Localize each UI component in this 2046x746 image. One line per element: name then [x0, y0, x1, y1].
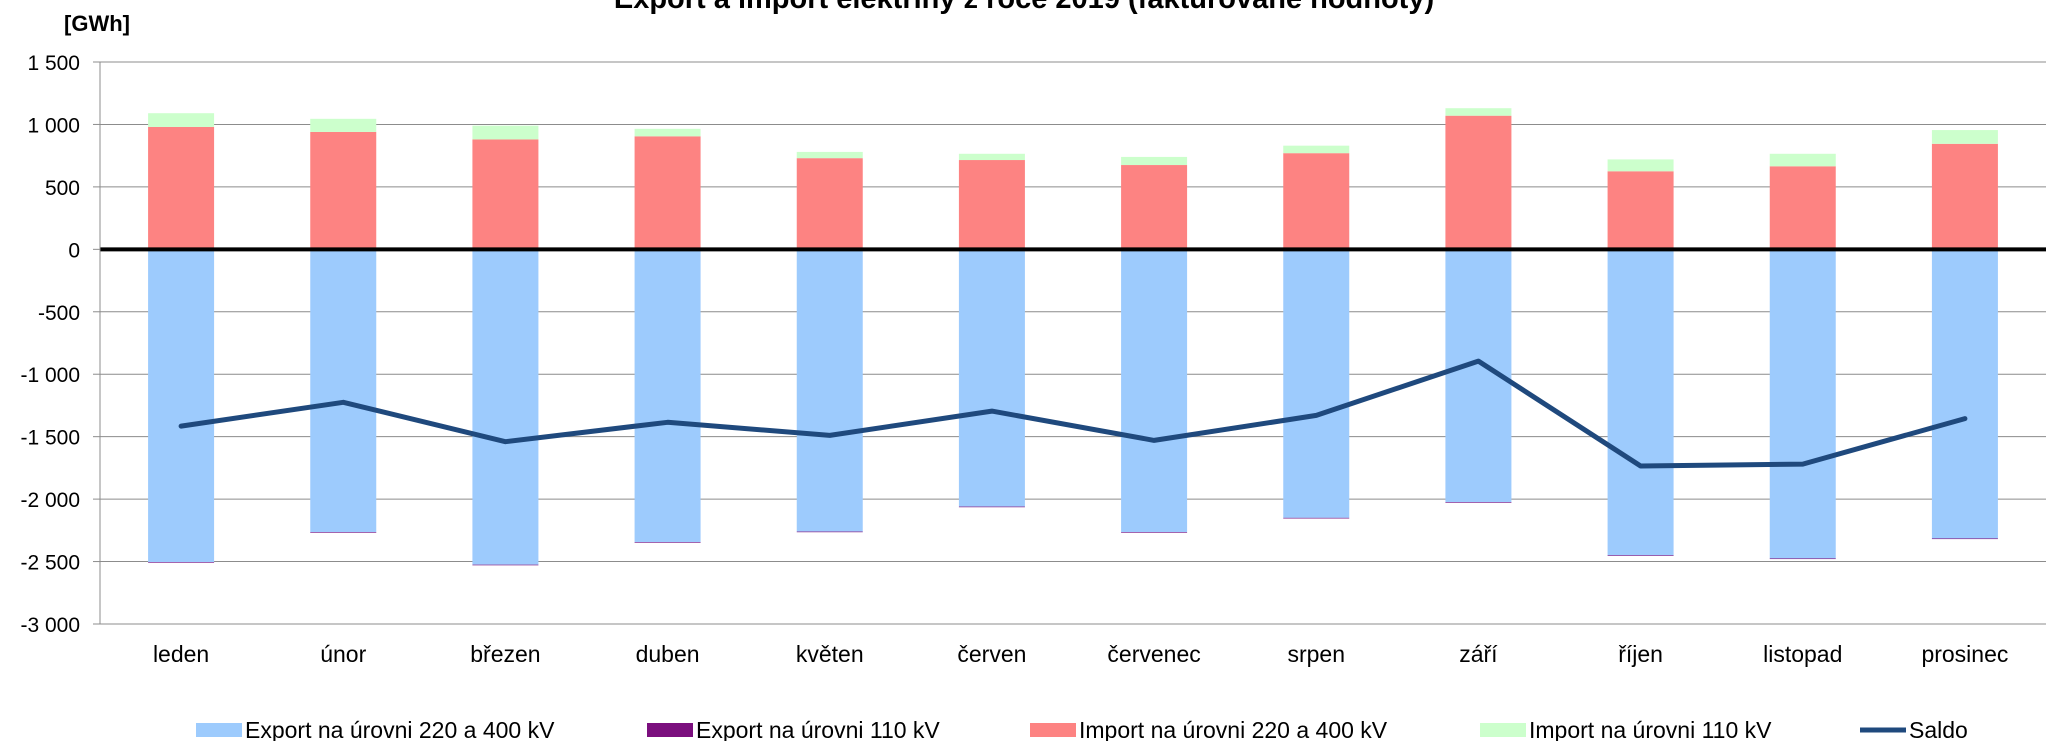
bar-srpen [1283, 153, 1350, 250]
y-tick-label: 500 [45, 177, 80, 200]
bar-leden [148, 562, 215, 563]
bar-květen [796, 151, 863, 159]
y-tick-label: 1 000 [27, 114, 80, 137]
bar-listopad [1769, 558, 1836, 560]
legend-label: Export na úrovni 110 kV [696, 717, 940, 741]
y-tick-label: -2 500 [20, 552, 80, 575]
axis-layer: 1 500 1 000 500 0 -500 -1 000 -1 500 -2 000 -2 5… [20, 52, 2008, 667]
bar-červenec [1121, 249, 1188, 533]
bar-prosinec [1931, 538, 1998, 540]
legend-swatch [196, 723, 242, 737]
x-tick-label: květen [796, 641, 864, 667]
bar-květen [796, 158, 863, 250]
bar-listopad [1769, 249, 1836, 559]
bar-srpen [1283, 517, 1350, 519]
bar-říjen [1607, 555, 1674, 556]
y-tick-label: -1 500 [20, 427, 80, 450]
bar-únor [310, 118, 377, 132]
y-tick-label: 0 [68, 239, 80, 262]
bars-layer [148, 108, 1998, 566]
bar-říjen [1607, 171, 1674, 250]
bar-leden [148, 249, 215, 563]
legend: Export na úrovni 220 a 400 kV Export na ú… [196, 717, 1968, 743]
legend-swatch [1030, 723, 1076, 737]
x-tick-label: únor [320, 641, 366, 667]
bar-březen [472, 249, 539, 565]
bar-prosinec [1931, 249, 1998, 539]
legend-label: Import na úrovni 110 kV [1529, 717, 1772, 741]
y-tick-label: -1 000 [20, 364, 80, 387]
legend-label: Saldo [1909, 717, 1968, 741]
bar-říjen [1607, 249, 1674, 556]
bar-prosinec [1931, 143, 1998, 250]
grid-layer [100, 61, 2046, 625]
bar-červen [958, 153, 1025, 161]
x-tick-label: duben [636, 641, 700, 667]
bar-březen [472, 125, 539, 140]
bar-duben [634, 136, 701, 250]
bar-únor [310, 532, 377, 533]
x-tick-label: říjen [1618, 641, 1663, 667]
bar-září [1445, 502, 1512, 503]
bar-červenec [1121, 532, 1188, 533]
x-tick-label: září [1459, 641, 1498, 667]
x-tick-label: červenec [1107, 641, 1200, 667]
bar-leden [148, 126, 215, 250]
x-tick-label: leden [153, 641, 209, 667]
bar-červenec [1121, 156, 1188, 166]
bar-červen [958, 249, 1025, 507]
bar-leden [148, 113, 215, 127]
bar-září [1445, 108, 1512, 116]
bar-duben [634, 128, 701, 137]
bar-duben [634, 249, 701, 543]
y-tick-label: -2 000 [20, 489, 80, 512]
x-tick-label: srpen [1287, 641, 1345, 667]
y-tick-label: -500 [38, 302, 80, 325]
x-tick-label: červen [957, 641, 1026, 667]
bar-srpen [1283, 249, 1350, 518]
bar-říjen [1607, 159, 1674, 172]
bar-listopad [1769, 153, 1836, 167]
bar-prosinec [1931, 130, 1998, 144]
bar-květen [796, 249, 863, 532]
bar-březen [472, 139, 539, 250]
legend-label: Import na úrovni 220 a 400 kV [1079, 717, 1388, 741]
bar-květen [796, 531, 863, 533]
legend-swatch [647, 723, 693, 737]
bar-září [1445, 115, 1512, 250]
bar-duben [634, 542, 701, 543]
legend-label: Export na úrovni 220 a 400 kV [245, 717, 555, 741]
y-tick-label: 1 500 [27, 52, 80, 75]
bar-srpen [1283, 145, 1350, 154]
bar-červen [958, 160, 1025, 250]
bar-červenec [1121, 165, 1188, 250]
bar-březen [472, 564, 539, 566]
legend-swatch [1480, 723, 1526, 737]
chart-title: Export a import elektřiny z roce 2019 (f… [614, 0, 1434, 15]
x-tick-label: listopad [1763, 641, 1842, 667]
y-tick-label: -3 000 [20, 614, 80, 637]
saldo-line-layer [178, 358, 1968, 469]
y-axis-unit-label: [GWh] [64, 11, 130, 36]
x-tick-label: březen [470, 641, 540, 667]
x-tick-label: prosinec [1921, 641, 2008, 667]
bar-červen [958, 506, 1025, 508]
bar-listopad [1769, 166, 1836, 250]
bar-únor [310, 249, 377, 533]
bar-únor [310, 131, 377, 250]
saldo-line [178, 358, 1968, 469]
